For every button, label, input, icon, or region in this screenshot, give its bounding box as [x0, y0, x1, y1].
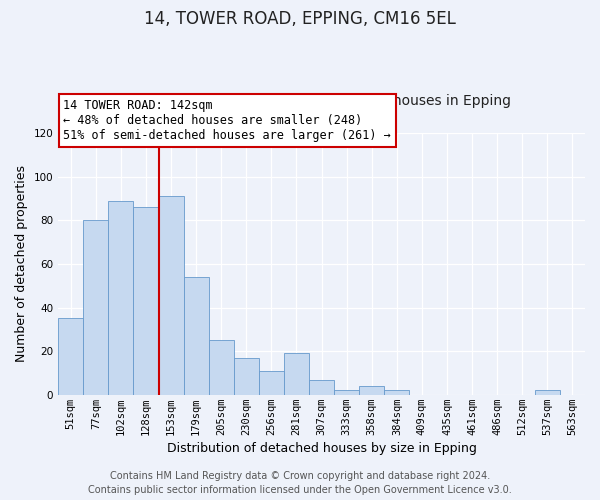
Bar [133, 207, 158, 395]
Bar [259, 371, 284, 395]
Bar [158, 196, 184, 395]
Bar [184, 277, 209, 395]
Bar [284, 354, 309, 395]
Text: 14, TOWER ROAD, EPPING, CM16 5EL: 14, TOWER ROAD, EPPING, CM16 5EL [144, 10, 456, 28]
Bar [385, 390, 409, 395]
Bar [234, 358, 259, 395]
Bar [209, 340, 234, 395]
Bar [109, 200, 133, 395]
Text: Contains HM Land Registry data © Crown copyright and database right 2024.
Contai: Contains HM Land Registry data © Crown c… [88, 471, 512, 495]
Y-axis label: Number of detached properties: Number of detached properties [15, 166, 28, 362]
Bar [58, 318, 83, 395]
Bar [334, 390, 359, 395]
Bar [359, 386, 385, 395]
Bar [83, 220, 109, 395]
X-axis label: Distribution of detached houses by size in Epping: Distribution of detached houses by size … [167, 442, 476, 455]
Bar [309, 380, 334, 395]
Title: Size of property relative to detached houses in Epping: Size of property relative to detached ho… [133, 94, 511, 108]
Bar [535, 390, 560, 395]
Text: 14 TOWER ROAD: 142sqm
← 48% of detached houses are smaller (248)
51% of semi-det: 14 TOWER ROAD: 142sqm ← 48% of detached … [64, 99, 391, 142]
